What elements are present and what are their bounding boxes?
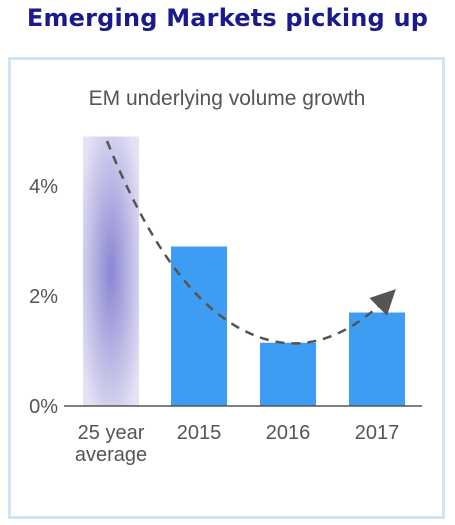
bar-2015 [171,246,227,406]
x-category-label: 2017 [355,422,400,444]
bar-25-year-average [83,136,139,406]
trend-arrow [105,140,396,345]
slide-title: Emerging Markets picking up [26,4,429,32]
x-category-label: 2015 [177,422,222,444]
y-tick-label: 2% [29,286,58,308]
bar-2017 [349,312,405,406]
chart-title: EM underlying volume growth [89,87,366,110]
y-tick-label: 4% [29,176,58,198]
x-category-label: average [75,444,147,466]
x-category-label: 2016 [266,422,311,444]
bar-2016 [260,342,316,406]
x-category-label: 25 year [78,422,145,444]
y-tick-label: 0% [29,396,58,418]
